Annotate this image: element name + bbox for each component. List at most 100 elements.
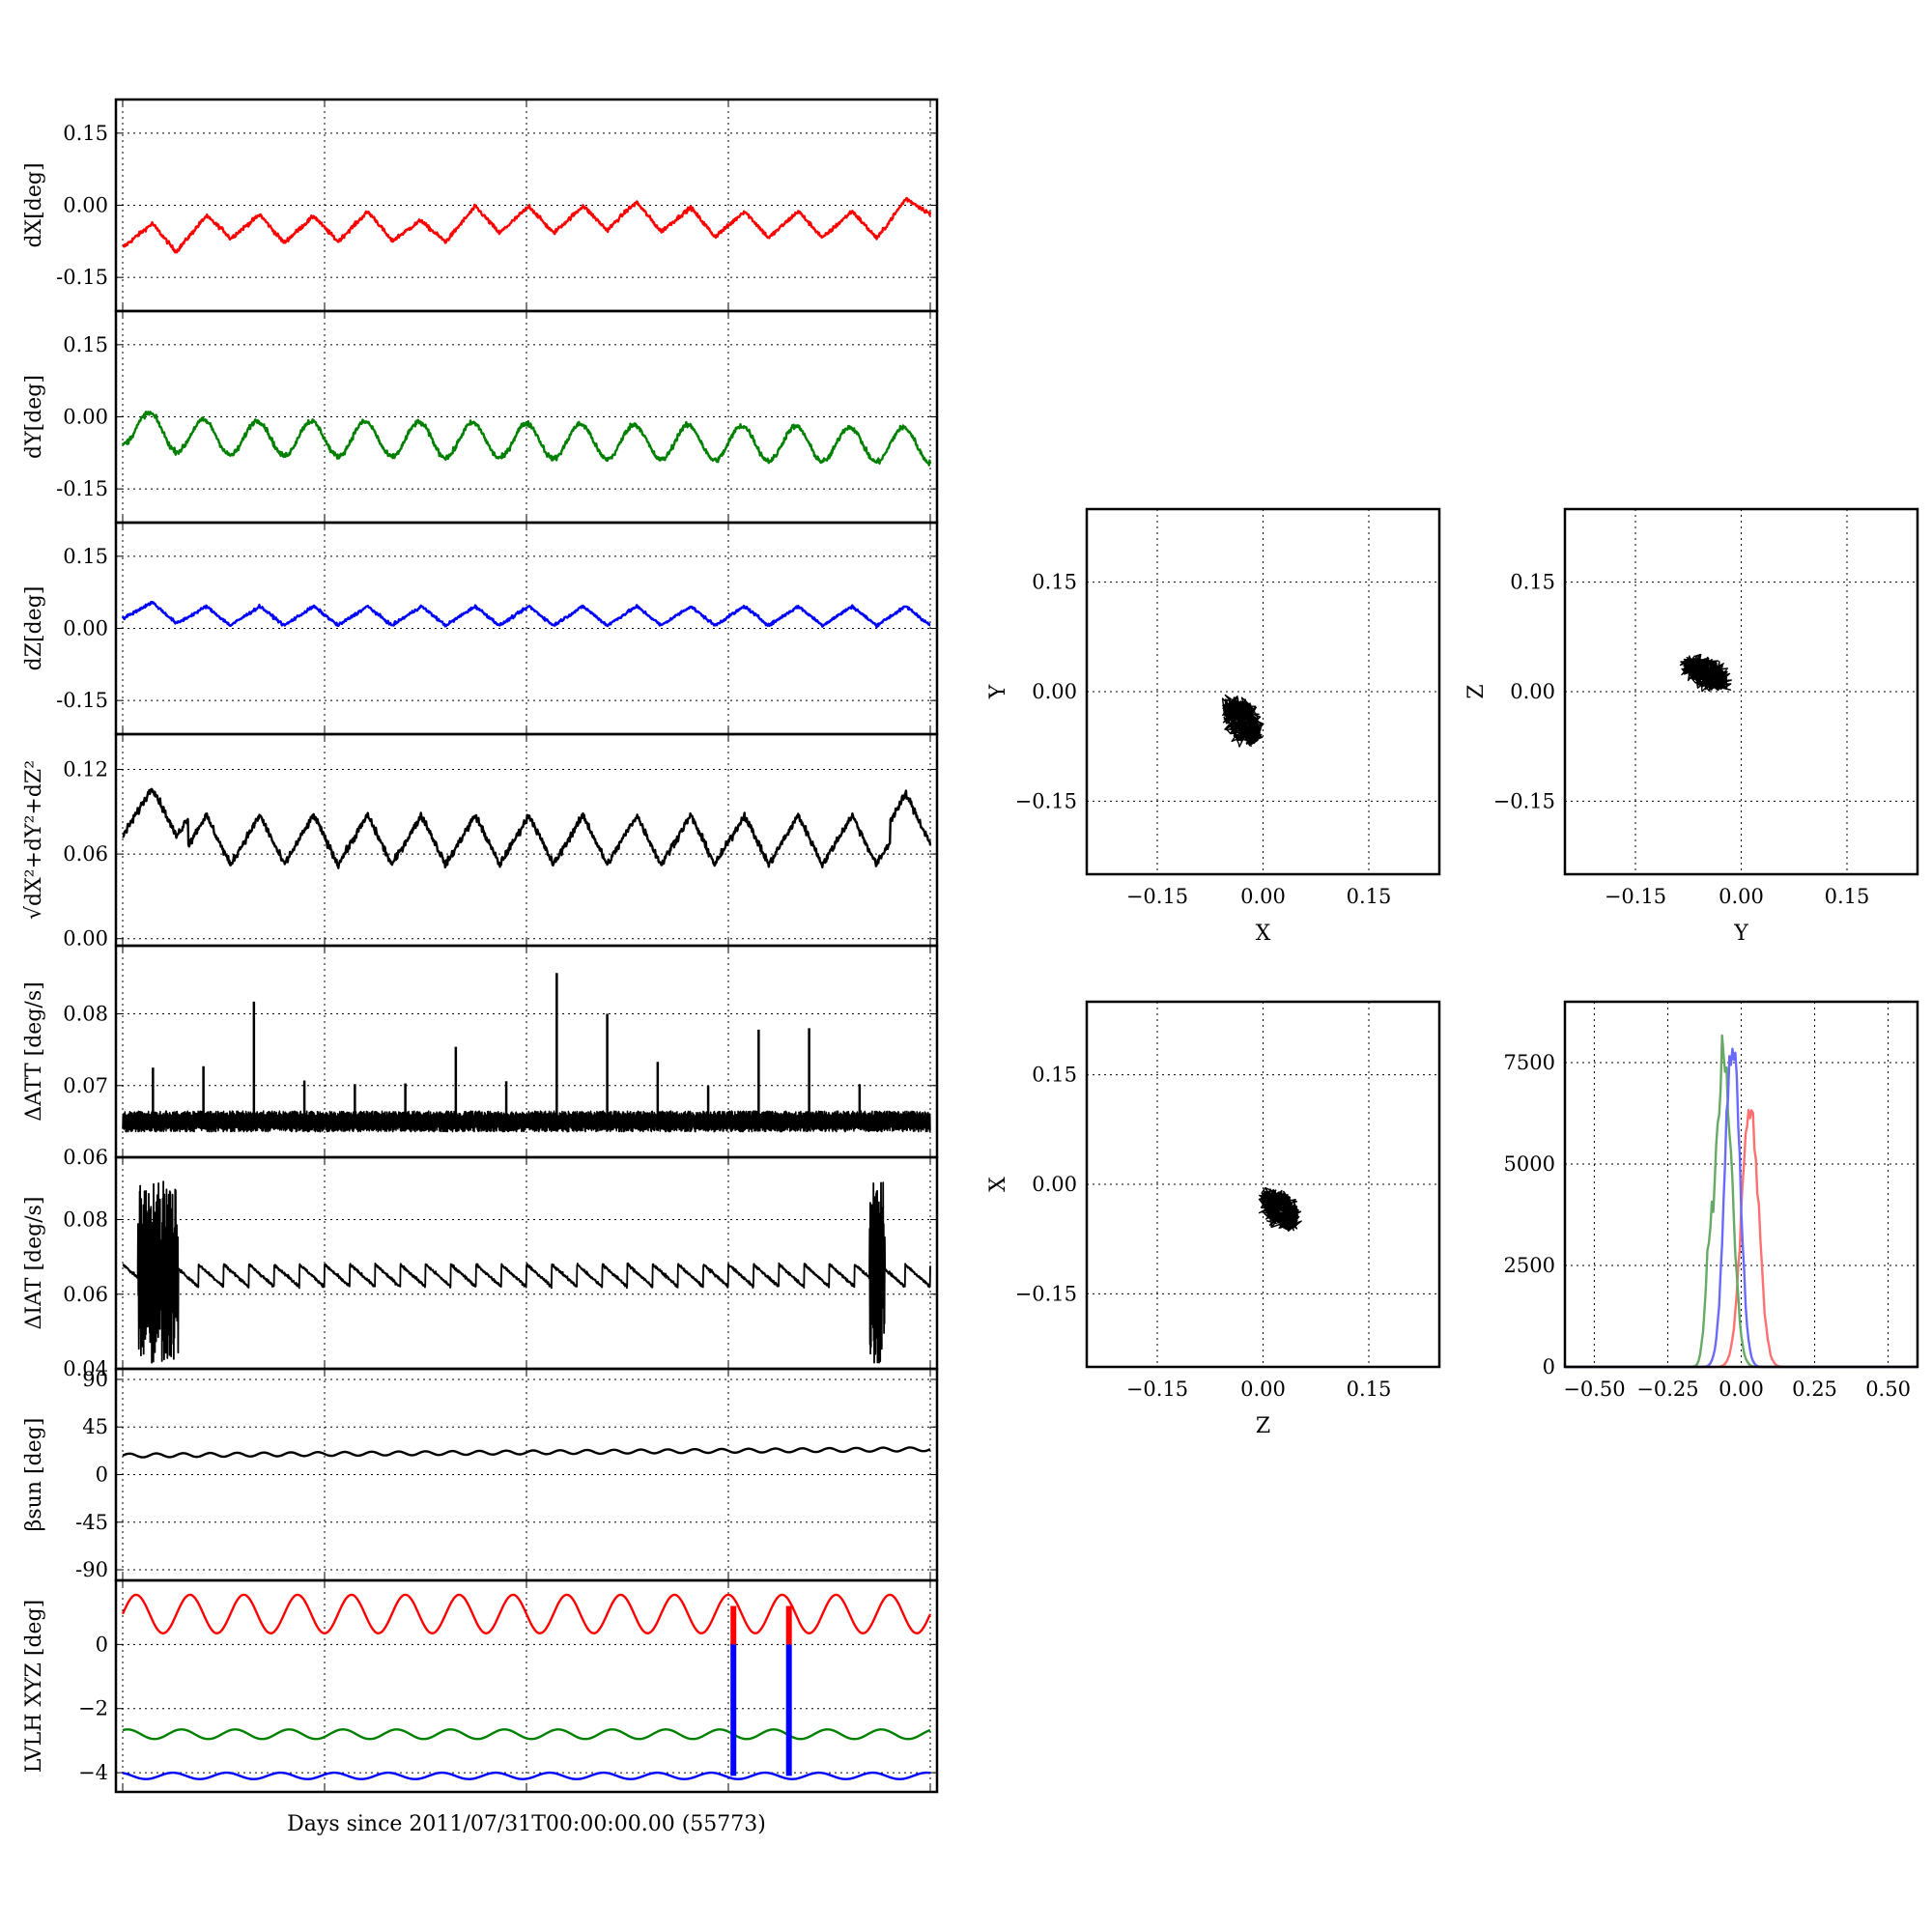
- y-tick-label: −0.15: [1015, 789, 1077, 812]
- y-tick-label: 0.08: [63, 1208, 108, 1232]
- y-axis-label: X: [986, 1177, 1010, 1192]
- y-tick-label: 0.15: [1510, 571, 1555, 594]
- y-tick-label: 0.07: [63, 1074, 108, 1097]
- scatter-trace: [1258, 1186, 1302, 1233]
- y-tick-label: 0.00: [63, 617, 108, 640]
- y-tick-label: 0.06: [63, 842, 108, 866]
- series-line-dX: [122, 196, 932, 254]
- y-tick-label: 0.00: [1510, 680, 1555, 703]
- series-line-dATT: [122, 1110, 931, 1133]
- x-axis-label: Z: [1256, 1414, 1270, 1438]
- panel-beta: 90 45 0 -45 -90 βsun [deg]: [22, 1367, 939, 1582]
- panel-hist: −0.50 −0.25 0.00 0.25 0.50 7500 5000 2500 0: [1504, 1000, 1919, 1401]
- series-line-lvlh-Y: [122, 1728, 931, 1741]
- y-axis-label: LVLH XYZ [deg]: [22, 1600, 46, 1774]
- y-axis-label: dY[deg]: [22, 375, 46, 459]
- y-tick-label: 2500: [1504, 1254, 1555, 1277]
- series-line-dR: [122, 787, 932, 869]
- y-tick-label: 0.15: [1032, 571, 1077, 594]
- y-tick-label: -45: [75, 1511, 108, 1534]
- y-tick-label: 0: [1543, 1355, 1555, 1378]
- y-tick-label: 7500: [1504, 1051, 1555, 1074]
- y-tick-label: −2: [78, 1697, 108, 1720]
- y-tick-label: -0.15: [56, 689, 108, 712]
- series-line-lvlh-Z: [122, 1771, 931, 1780]
- y-tick-label: 0.12: [63, 758, 108, 781]
- series-line-dY: [121, 411, 932, 467]
- x-tick-label: 0.15: [1825, 885, 1870, 908]
- y-tick-label: 5000: [1504, 1152, 1555, 1176]
- y-axis-label: Y: [986, 684, 1010, 699]
- y-tick-label: 90: [82, 1368, 108, 1391]
- y-axis-label: Z: [1464, 684, 1489, 698]
- x-tick-label: 0.00: [1719, 885, 1764, 908]
- series-line-dZ: [121, 601, 931, 629]
- panel-frame: [114, 1578, 939, 1794]
- y-tick-label: 45: [82, 1415, 108, 1438]
- series-line-dIAT: [122, 1180, 931, 1364]
- panel-dX: 0.15 0.00 -0.15 dX[deg]: [22, 98, 939, 313]
- panel-dATT: 0.08 0.07 0.06 ΔATT [deg/s]: [22, 944, 939, 1169]
- x-tick-label: −0.15: [1605, 885, 1666, 908]
- time-axis-label: Days since 2011/07/31T00:00:00.00 (55773…: [287, 1812, 766, 1836]
- x-tick-label: 0.50: [1865, 1378, 1911, 1401]
- panel-frame: [1085, 507, 1441, 876]
- panel-frame: [1085, 1000, 1441, 1369]
- y-tick-label: 0.00: [1032, 680, 1077, 703]
- x-tick-label: −0.15: [1126, 885, 1188, 908]
- panel-frame: [1563, 1000, 1919, 1369]
- scatter-trace: [1221, 694, 1264, 748]
- x-tick-label: 0.15: [1347, 885, 1392, 908]
- y-tick-label: −0.15: [1015, 1282, 1077, 1305]
- panel-dZ: 0.15 0.00 -0.15 dZ[deg]: [22, 521, 939, 736]
- y-tick-label: -0.15: [56, 266, 108, 289]
- y-axis-label: ΔIAT [deg/s]: [22, 1197, 46, 1330]
- x-tick-label: −0.50: [1563, 1378, 1625, 1401]
- y-tick-label: −0.15: [1493, 789, 1555, 812]
- panel-dY: 0.15 0.00 -0.15 dY[deg]: [22, 309, 939, 525]
- panel-scatterYZ: −0.15 0.15 0.00 0.00 0.15 −0.15 Y Z: [1464, 507, 1919, 946]
- panel-scatterZX: −0.15 0.15 0.00 0.00 0.15 −0.15 Z X: [986, 1000, 1441, 1438]
- x-tick-label: −0.25: [1636, 1378, 1698, 1401]
- y-tick-label: -90: [75, 1558, 108, 1581]
- series-line-beta: [122, 1446, 931, 1459]
- x-tick-label: 0.00: [1719, 1378, 1764, 1401]
- y-tick-label: 0.15: [63, 545, 108, 568]
- x-tick-label: 0.25: [1792, 1378, 1837, 1401]
- panel-frame: [1563, 507, 1919, 876]
- x-tick-label: −0.15: [1126, 1378, 1188, 1401]
- y-axis-label: dZ[deg]: [22, 586, 46, 671]
- y-tick-label: 0.00: [63, 927, 108, 951]
- y-tick-label: 0.15: [1032, 1064, 1077, 1087]
- y-tick-label: 0.15: [63, 122, 108, 145]
- panel-lvlh: 0 −2 −4 LVLH XYZ [deg]: [22, 1578, 939, 1794]
- y-tick-label: 0.00: [63, 406, 108, 429]
- y-tick-label: 0.00: [1032, 1173, 1077, 1196]
- y-tick-label: 0: [96, 1633, 108, 1656]
- panel-dIAT: 0.08 0.06 0.04 ΔIAT [deg/s]: [22, 1155, 939, 1380]
- series-line-lvlh-X: [121, 1593, 932, 1635]
- x-tick-label: 0.00: [1240, 1378, 1286, 1401]
- x-axis-label: Y: [1733, 922, 1748, 946]
- y-tick-label: 0.06: [63, 1146, 108, 1169]
- scatter-and-histogram-panels: −0.15 0.15 0.00 0.00 0.15 −0.15 X Y −0.15 0.15 0.0…: [986, 507, 1919, 1438]
- scatter-trace: [1679, 653, 1733, 693]
- y-axis-label: √dX²+dY²+dZ²: [22, 760, 46, 920]
- y-axis-label: dX[deg]: [22, 162, 46, 247]
- y-tick-label: 0: [96, 1463, 108, 1487]
- panel-dR: 0.12 0.06 0.00 √dX²+dY²+dZ²: [22, 732, 939, 951]
- hist-line-dZ: [1565, 1047, 1918, 1369]
- y-axis-label: βsun [deg]: [22, 1418, 46, 1532]
- x-tick-label: 0.15: [1347, 1378, 1392, 1401]
- y-tick-label: 0.04: [63, 1357, 108, 1380]
- y-tick-label: 0.15: [63, 333, 108, 356]
- y-axis-label: ΔATT [deg/s]: [22, 981, 46, 1121]
- time-series-panels: 0.15 0.00 -0.15 dX[deg] 0.15 0.00 -0.15 dY[deg]…: [22, 98, 939, 1794]
- panel-scatterXY: −0.15 0.15 0.00 0.00 0.15 −0.15 X Y: [986, 507, 1441, 946]
- x-tick-label: 0.00: [1240, 885, 1286, 908]
- x-axis-label: X: [1256, 922, 1271, 946]
- y-tick-label: 0.08: [63, 1003, 108, 1026]
- y-tick-label: −4: [78, 1761, 108, 1784]
- y-tick-label: 0.00: [63, 194, 108, 217]
